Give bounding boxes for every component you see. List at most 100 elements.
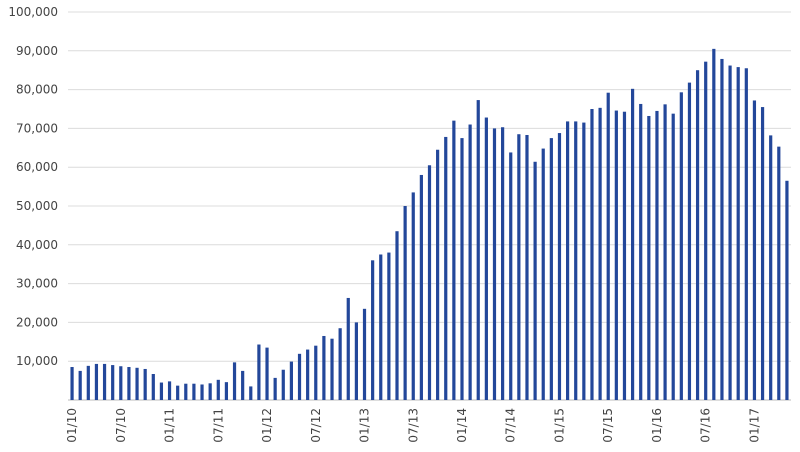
bar — [119, 366, 123, 400]
bar — [476, 100, 480, 401]
bar — [224, 382, 229, 400]
x-tick-label: 07/15 — [601, 408, 615, 443]
bar — [614, 110, 618, 400]
bar — [94, 363, 99, 400]
x-tick-label: 01/10 — [65, 408, 79, 443]
bar — [135, 367, 139, 400]
y-tick-label: 40,000 — [16, 238, 58, 252]
y-tick-label: 60,000 — [16, 160, 58, 174]
bar — [322, 335, 326, 400]
bar — [176, 385, 180, 400]
bar — [379, 254, 383, 400]
bar — [362, 308, 367, 400]
y-tick-label: 90,000 — [16, 44, 58, 58]
bar — [744, 68, 748, 400]
bar — [541, 148, 545, 400]
bar — [728, 65, 732, 400]
bar — [232, 362, 237, 400]
x-tick-label: 01/12 — [260, 408, 274, 443]
bar — [736, 67, 740, 400]
bar — [671, 113, 675, 400]
bar — [200, 384, 204, 400]
bar — [622, 111, 627, 400]
bar — [525, 134, 529, 400]
bar — [590, 109, 594, 400]
bar — [452, 120, 456, 400]
bar — [403, 206, 407, 400]
bar — [411, 192, 415, 400]
bar — [273, 377, 277, 400]
bar — [679, 92, 683, 400]
bar — [785, 180, 789, 400]
bar — [549, 138, 553, 400]
bar — [769, 135, 773, 400]
y-tick-label: 30,000 — [16, 277, 58, 291]
bar — [598, 107, 602, 400]
bar — [265, 347, 269, 400]
x-tick-label: 01/16 — [650, 408, 664, 443]
x-tick-label: 01/11 — [163, 408, 177, 443]
bar — [143, 368, 147, 400]
bar — [509, 152, 513, 400]
bar — [289, 361, 293, 400]
bar — [582, 122, 586, 400]
bar — [655, 110, 659, 400]
bar — [257, 344, 261, 400]
x-tick-label: 07/11 — [211, 408, 225, 443]
bar — [630, 88, 635, 400]
bar — [127, 367, 131, 400]
bar — [687, 82, 692, 400]
bar — [167, 381, 172, 400]
bar — [533, 161, 537, 400]
y-tick-label: 50,000 — [16, 199, 58, 213]
bar — [354, 322, 358, 400]
bar — [192, 383, 196, 400]
bar — [86, 365, 90, 400]
x-tick-label: 07/14 — [504, 408, 518, 443]
bar — [395, 231, 399, 400]
bar — [444, 136, 448, 400]
x-tick-label: 07/16 — [699, 408, 713, 443]
bar — [752, 100, 757, 401]
x-tick-label: 07/13 — [406, 408, 420, 443]
bar — [574, 121, 578, 400]
bar — [241, 370, 245, 400]
y-tick-label: 10,000 — [16, 354, 58, 368]
x-tick-label: 01/13 — [358, 408, 372, 443]
bar — [720, 58, 724, 400]
bar — [557, 133, 562, 400]
bar — [419, 174, 423, 400]
bar — [436, 149, 440, 400]
x-tick-label: 07/10 — [114, 408, 128, 443]
bar — [663, 104, 667, 401]
bar — [338, 328, 342, 400]
bar — [346, 297, 350, 400]
bar — [249, 386, 253, 400]
bar — [647, 115, 651, 400]
bar — [460, 138, 464, 400]
bar — [297, 353, 302, 400]
y-tick-label: 100,000 — [8, 5, 58, 19]
x-tick-label: 07/12 — [309, 408, 323, 443]
bar — [484, 117, 488, 400]
x-tick-label: 01/14 — [455, 408, 469, 443]
bar — [111, 365, 115, 400]
bar — [760, 107, 765, 400]
bar — [566, 121, 570, 400]
bar — [159, 382, 164, 400]
bar — [151, 374, 155, 400]
bar — [306, 349, 310, 400]
bar — [704, 61, 708, 400]
bar — [371, 260, 375, 400]
bar — [208, 383, 212, 400]
bar — [712, 48, 716, 401]
bar — [517, 134, 521, 400]
y-tick-label: 70,000 — [16, 121, 58, 135]
bar — [216, 379, 220, 400]
bar — [387, 252, 391, 400]
bar — [184, 383, 188, 400]
bar — [468, 124, 472, 401]
y-tick-label: 80,000 — [16, 83, 58, 97]
bar — [492, 128, 497, 400]
